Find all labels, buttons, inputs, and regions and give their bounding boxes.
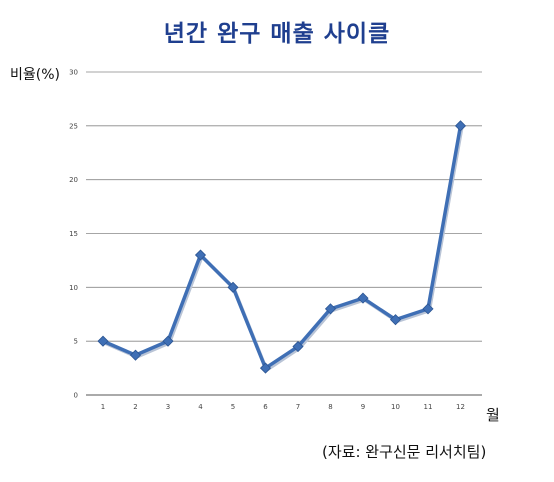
x-tick-label: 4 bbox=[198, 403, 203, 411]
y-axis-label: 비율(%) bbox=[10, 67, 60, 83]
x-tick-label: 1 bbox=[101, 403, 105, 411]
x-axis-label: 월 bbox=[486, 406, 500, 424]
series-line bbox=[102, 125, 463, 370]
data-point-marker bbox=[292, 340, 304, 353]
data-point-marker bbox=[97, 335, 109, 347]
data-point-marker bbox=[129, 349, 142, 361]
source-note: (자료: 완구신문 리서치팀) bbox=[322, 443, 487, 461]
x-tick-label: 6 bbox=[263, 403, 268, 411]
series-group bbox=[97, 120, 467, 374]
y-tick-label: 25 bbox=[69, 122, 78, 130]
data-point-marker bbox=[324, 303, 337, 315]
x-tick-label: 10 bbox=[391, 403, 400, 411]
chart-title: 년간 완구 매출 사이클 bbox=[163, 21, 391, 47]
data-point-marker bbox=[162, 335, 174, 347]
y-tick-label: 30 bbox=[69, 69, 78, 77]
x-tick-label: 7 bbox=[296, 403, 300, 411]
y-tick-label: 5 bbox=[74, 338, 78, 346]
y-tick-label: 0 bbox=[74, 392, 78, 400]
x-tick-label: 12 bbox=[456, 403, 465, 411]
x-tick-label: 8 bbox=[328, 403, 332, 411]
x-tick-label: 3 bbox=[166, 403, 170, 411]
y-tick-label: 10 bbox=[69, 284, 78, 292]
y-tick-label: 20 bbox=[69, 176, 78, 184]
gridlines bbox=[86, 71, 482, 396]
x-tick-label: 11 bbox=[424, 403, 433, 411]
data-point-marker bbox=[259, 362, 272, 374]
series-line-shadow bbox=[103, 127, 464, 372]
data-point-marker bbox=[389, 314, 402, 326]
data-point-marker bbox=[194, 249, 207, 261]
data-point-marker bbox=[422, 303, 434, 315]
y-tick-labels: 0 5 10 15 20 25 30 bbox=[69, 69, 78, 400]
x-tick-label: 5 bbox=[231, 403, 235, 411]
x-tick-labels: 1 2 3 4 5 6 7 8 9 10 11 12 bbox=[101, 403, 465, 411]
x-tick-label: 9 bbox=[361, 403, 365, 411]
x-tick-label: 2 bbox=[133, 403, 137, 411]
data-point-marker bbox=[454, 120, 467, 132]
y-tick-label: 15 bbox=[69, 230, 78, 238]
data-point-marker bbox=[227, 281, 239, 293]
data-point-marker bbox=[357, 292, 369, 304]
